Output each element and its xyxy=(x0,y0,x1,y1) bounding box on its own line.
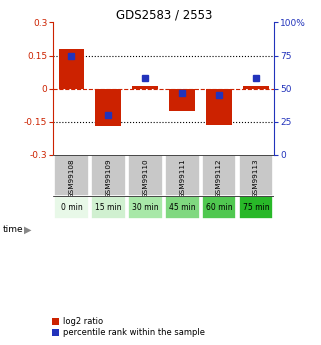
Legend: log2 ratio, percentile rank within the sample: log2 ratio, percentile rank within the s… xyxy=(52,317,205,337)
Text: 30 min: 30 min xyxy=(132,203,159,212)
Bar xyxy=(239,155,273,196)
Bar xyxy=(128,155,163,196)
Bar xyxy=(239,196,273,219)
Bar xyxy=(54,196,89,219)
Bar xyxy=(128,196,163,219)
Bar xyxy=(58,49,84,89)
Text: 60 min: 60 min xyxy=(206,203,232,212)
Text: GSM99109: GSM99109 xyxy=(105,158,111,198)
Bar xyxy=(91,196,126,219)
Text: GSM99108: GSM99108 xyxy=(68,158,74,198)
Bar xyxy=(202,196,237,219)
Bar xyxy=(165,196,200,219)
Bar xyxy=(132,86,158,89)
Bar xyxy=(54,155,89,196)
Bar xyxy=(206,89,232,125)
Text: 0 min: 0 min xyxy=(61,203,82,212)
Text: time: time xyxy=(3,225,24,234)
Text: GSM99110: GSM99110 xyxy=(142,158,148,198)
Text: 45 min: 45 min xyxy=(169,203,195,212)
Bar xyxy=(202,155,237,196)
Text: 15 min: 15 min xyxy=(95,203,122,212)
Bar xyxy=(91,155,126,196)
Text: ▶: ▶ xyxy=(24,225,31,234)
Bar xyxy=(169,89,195,111)
Bar xyxy=(165,155,200,196)
Text: 75 min: 75 min xyxy=(243,203,269,212)
Bar xyxy=(95,89,121,126)
Text: GSM99112: GSM99112 xyxy=(216,158,222,198)
Text: GSM99111: GSM99111 xyxy=(179,158,185,198)
Text: GSM99113: GSM99113 xyxy=(253,158,259,198)
Title: GDS2583 / 2553: GDS2583 / 2553 xyxy=(116,8,212,21)
Bar xyxy=(243,86,269,89)
